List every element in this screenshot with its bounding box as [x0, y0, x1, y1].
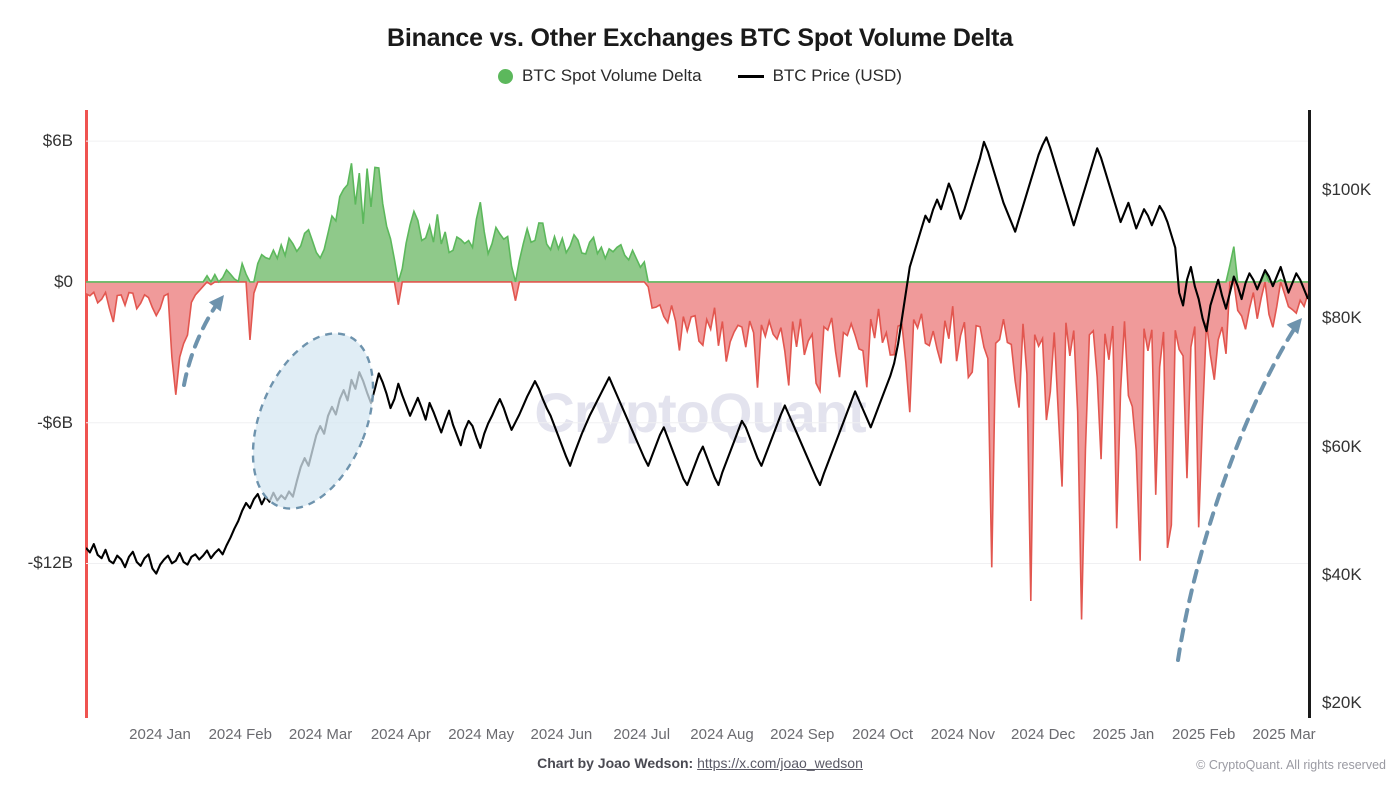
- chart-legend: BTC Spot Volume Delta BTC Price (USD): [0, 66, 1400, 86]
- x-axis-tick: 2024 Aug: [690, 726, 754, 743]
- chart-svg: [86, 136, 1308, 662]
- y-axis-left-tick: -$12B: [27, 553, 73, 573]
- y-axis-right-line: [1308, 110, 1311, 718]
- legend-item-btc-price[interactable]: BTC Price (USD): [737, 66, 902, 86]
- x-axis-tick: 2024 Nov: [930, 726, 995, 743]
- y-axis-right-tick: $40K: [1322, 564, 1362, 584]
- negative-volume-stroke: [86, 280, 1308, 620]
- x-axis-tick: 2024 Sep: [770, 726, 835, 743]
- y-axis-left-tick: $6B: [42, 131, 73, 151]
- annotation-layer: [182, 295, 1302, 662]
- x-axis-tick: 2024 Jun: [530, 726, 593, 743]
- x-axis-tick: 2024 Feb: [208, 726, 272, 743]
- highlight-ellipse-icon: [251, 332, 375, 510]
- uptrend-arrow-early-2024-head-icon: [208, 295, 224, 312]
- x-axis-tick: 2024 Dec: [1011, 726, 1076, 743]
- legend-label-volume-delta: BTC Spot Volume Delta: [522, 66, 702, 85]
- credit-prefix: Chart by Joao Wedson:: [537, 755, 694, 771]
- x-axis-tick: 2024 Jul: [613, 726, 671, 743]
- legend-label-btc-price: BTC Price (USD): [772, 66, 902, 85]
- y-axis-right-tick: $80K: [1322, 308, 1362, 328]
- x-axis-tick: 2024 Apr: [370, 726, 431, 743]
- chart-credit: Chart by Joao Wedson: https://x.com/joao…: [0, 755, 1400, 771]
- btc-price-line: [86, 136, 1308, 575]
- y-axis-left-line: [85, 110, 88, 718]
- y-axis-left-tick: $0: [54, 271, 73, 291]
- y-axis-right-tick: $60K: [1322, 436, 1362, 456]
- legend-item-volume-delta[interactable]: BTC Spot Volume Delta: [498, 66, 702, 86]
- copyright-notice: © CryptoQuant. All rights reserved: [1196, 758, 1386, 772]
- positive-volume-stroke: [86, 163, 1308, 284]
- y-axis-left-tick: -$6B: [37, 412, 73, 432]
- uptrend-arrow-early-2025-icon: [1176, 321, 1300, 662]
- x-axis-tick: 2024 Mar: [288, 726, 353, 743]
- negative-volume-area: [86, 281, 1308, 620]
- page-title: Binance vs. Other Exchanges BTC Spot Vol…: [386, 24, 1013, 52]
- black-line-icon: [737, 74, 764, 78]
- y-axis-right-tick: $100K: [1322, 179, 1372, 199]
- uptrend-arrow-early-2025-head-icon: [1286, 318, 1302, 335]
- x-axis-tick: 2024 May: [448, 726, 515, 743]
- x-axis-tick: 2024 Oct: [852, 726, 913, 743]
- credit-link[interactable]: https://x.com/joao_wedson: [697, 755, 863, 771]
- y-axis-right-tick: $20K: [1322, 693, 1362, 713]
- x-axis-tick: 2025 Jan: [1092, 726, 1155, 743]
- x-axis-tick: 2025 Feb: [1172, 726, 1236, 743]
- x-axis-tick: 2025 Mar: [1252, 726, 1316, 743]
- plot-area: [86, 113, 1308, 716]
- positive-volume-area: [86, 163, 1308, 282]
- green-dot-icon: [498, 68, 514, 84]
- x-axis-tick: 2024 Jan: [129, 726, 191, 743]
